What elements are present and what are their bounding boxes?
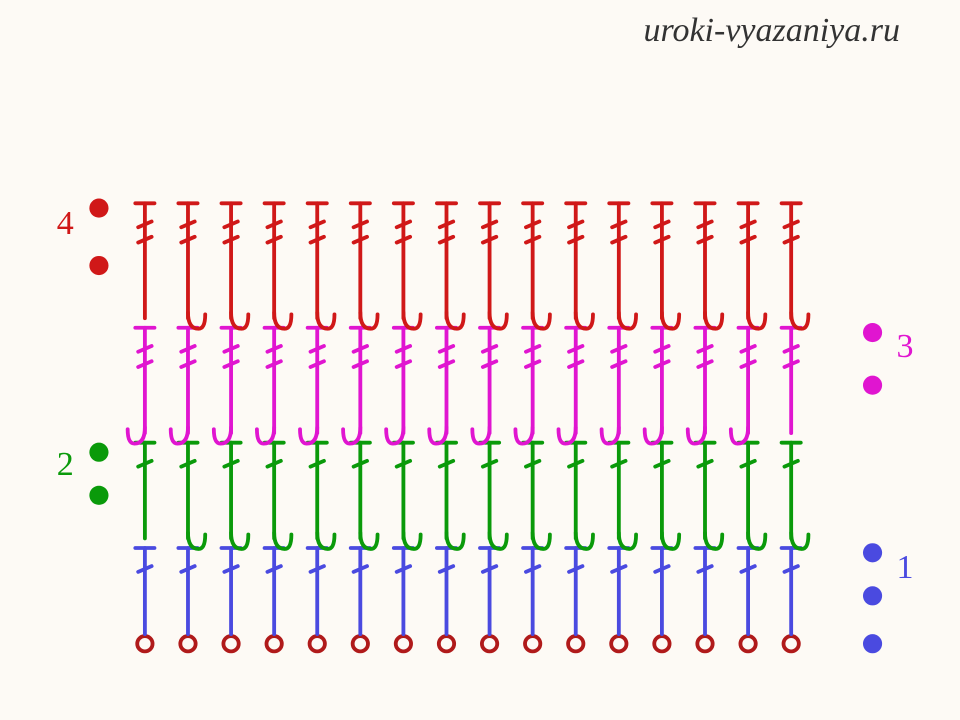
crochet-diagram [30,70,930,710]
row-number-label: 3 [896,328,913,366]
row-number-label: 1 [896,549,913,587]
row-number-label: 2 [57,446,74,484]
watermark-text: uroki-vyazaniya.ru [643,12,900,50]
row-number-label: 4 [57,205,74,243]
